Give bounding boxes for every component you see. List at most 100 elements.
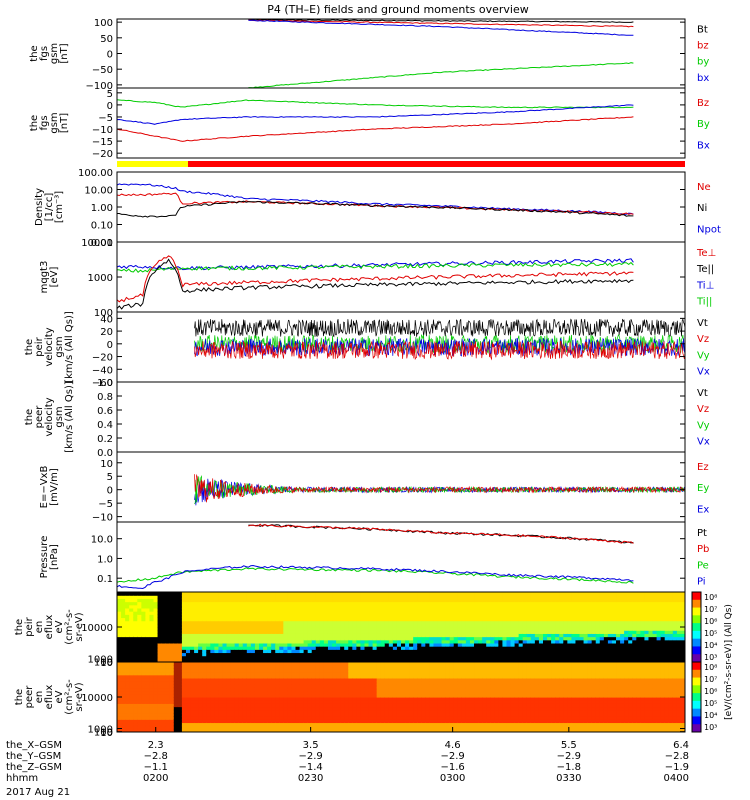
xtick-label-4-0: 6.4 bbox=[673, 740, 689, 751]
colorbar-tick-0-5: 10³ bbox=[704, 653, 717, 662]
series-moms-temp-1 bbox=[117, 261, 634, 274]
ylabel-peer-en-eflux-2: en bbox=[34, 691, 45, 704]
legend-density-2: Npot bbox=[697, 224, 721, 235]
legend-pressure-3: Pi bbox=[697, 577, 706, 588]
legend-fgs-gsm-1-1: bz bbox=[697, 41, 709, 52]
ytick-label-peer-velocity-1: 0.2 bbox=[97, 434, 113, 445]
ytick-label-e-vxb-0: −10 bbox=[92, 513, 113, 524]
ytick-label-moms-temp-1: 1000 bbox=[88, 273, 113, 284]
series-pressure-1 bbox=[248, 523, 634, 544]
x-axis-labels: the_X–GSMthe_Y–GSMthe_Z–GSMhhmm2.3−2.8−1… bbox=[6, 727, 689, 784]
ytick-label-fgs-gsm-2-2: −10 bbox=[92, 125, 113, 136]
series-fgs-gsm-1-3 bbox=[248, 62, 634, 88]
colorbar-tick-1-4: 10⁴ bbox=[704, 711, 717, 720]
ytick-label-fgs-gsm-2-3: −5 bbox=[98, 113, 113, 124]
ylabel-fgs-gsm-1-2: gsm bbox=[49, 43, 60, 64]
ylabel-peer-velocity-1: peer bbox=[34, 405, 45, 429]
legend-pressure-1: Pb bbox=[697, 544, 709, 555]
quality-bar-yellow bbox=[117, 161, 188, 167]
legend-pressure-0: Pt bbox=[697, 528, 707, 539]
legend-moms-temp-3: Ti|| bbox=[696, 297, 712, 308]
ylabel-fgs-gsm-1-0: the bbox=[29, 45, 40, 61]
colorbar-tick-1-0: 10⁸ bbox=[704, 663, 717, 672]
ylabel-fgs-gsm-1-3: [nT] bbox=[59, 43, 70, 63]
xaxis-row-label-1: the_Y–GSM bbox=[6, 751, 61, 762]
colorbar-tick-1-5: 10³ bbox=[704, 723, 717, 732]
legend-e-vxb-2: Ex bbox=[697, 504, 709, 515]
xtick-label-0-1: −2.8 bbox=[144, 751, 168, 762]
xtick-label-2-2: −1.6 bbox=[440, 762, 464, 773]
xaxis-row-label-0: the_X–GSM bbox=[6, 740, 62, 751]
ytick-label-density-3: 10.00 bbox=[84, 186, 113, 197]
ytick-label-peir-en-eflux-2: 1000 bbox=[88, 655, 113, 666]
xaxis-row-label-3: hhmm bbox=[6, 773, 38, 784]
ylabel-density-0: Density bbox=[34, 188, 45, 226]
legend-fgs-gsm-2-2: Bx bbox=[697, 140, 710, 151]
legend-peer-velocity-3: Vx bbox=[697, 437, 710, 448]
panel-e-vxb: −10 −5 0 5 10 E=−VxB [mV/m] Ez Ey Ex bbox=[39, 451, 709, 524]
colorbar-tick-0-0: 10⁸ bbox=[704, 593, 717, 602]
ylabel-peer-en-eflux-0: the bbox=[14, 689, 25, 705]
xtick-label-0-3: 0200 bbox=[143, 773, 168, 784]
ytick-label-peir-velocity-2: −20 bbox=[92, 353, 113, 364]
ytick-label-e-vxb-3: 5 bbox=[107, 472, 113, 483]
ylabel-fgs-gsm-2-0: the bbox=[29, 115, 40, 131]
ylabel-peer-en-eflux-6: sr-eV) bbox=[74, 682, 85, 711]
frame-peer-velocity bbox=[116, 381, 686, 453]
ylabel-peir-en-eflux-1: peir bbox=[24, 616, 35, 636]
ytick-label-moms-temp-2: 10000 bbox=[81, 238, 113, 249]
ylabel-density-1: [1/cc] bbox=[44, 193, 55, 222]
legend-e-vxb-0: Ez bbox=[697, 462, 709, 473]
legend-e-vxb-1: Ey bbox=[697, 483, 709, 494]
ytick-label-peer-en-eflux-1: 100 bbox=[94, 728, 113, 739]
legend-density-0: Ne bbox=[697, 182, 711, 193]
series-density-0 bbox=[117, 183, 634, 215]
series-fgs-gsm-1-1 bbox=[248, 19, 634, 28]
ylabel-peir-velocity-3: gsm bbox=[54, 336, 65, 357]
frame-fgs-gsm-1 bbox=[116, 18, 686, 89]
ytick-label-fgs-gsm-2-4: 0 bbox=[107, 101, 113, 112]
series-moms-temp-3 bbox=[117, 258, 634, 310]
colorbar-label: [eV/(cm²-s-sr-eV)] (All Qs) bbox=[724, 604, 734, 720]
ylabel-peer-velocity-0: the bbox=[24, 409, 35, 425]
series-density-1 bbox=[117, 192, 634, 215]
legend-peer-velocity-1: Vz bbox=[697, 404, 709, 415]
ylabel-peir-velocity-4: [km/s (All Qs)] bbox=[64, 311, 75, 383]
legend-peir-velocity-2: Vy bbox=[697, 350, 710, 361]
spectrogram-peer-en-eflux bbox=[117, 662, 685, 732]
ytick-label-density-0: 0.01 bbox=[91, 238, 113, 249]
ytick-label-density-1: 0.10 bbox=[91, 221, 113, 232]
legend-fgs-gsm-2-0: Bz bbox=[697, 98, 709, 109]
ytick-label-fgs-gsm-2-5: 5 bbox=[107, 89, 113, 100]
legend-peir-velocity-3: Vx bbox=[697, 367, 710, 378]
legend-moms-temp-1: Te|| bbox=[696, 264, 714, 275]
ytick-label-pressure-1: 1.0 bbox=[97, 554, 113, 565]
series-fgs-gsm-2-2 bbox=[117, 116, 634, 142]
ytick-label-peir-velocity-3: 0 bbox=[107, 340, 113, 351]
ylabel-peir-en-eflux-2: en bbox=[34, 621, 45, 634]
ylabel-e-vxb-0: E=−VxB bbox=[39, 466, 50, 509]
ytick-label-e-vxb-2: 0 bbox=[107, 486, 113, 497]
ylabel-peir-velocity-2: velocity bbox=[44, 327, 55, 366]
ylabel-pressure-1: [nPa] bbox=[49, 544, 60, 570]
ylabel-fgs-gsm-2-2: gsm bbox=[49, 112, 60, 133]
ytick-label-peer-velocity-0: 0.0 bbox=[97, 448, 113, 459]
xtick-label-1-2: −1.4 bbox=[298, 762, 322, 773]
legend-pressure-2: Pe bbox=[697, 560, 709, 571]
xtick-label-1-0: 3.5 bbox=[303, 740, 319, 751]
ylabel-peer-en-eflux-3: eflux bbox=[44, 685, 55, 710]
colorbar-0: 10⁸ 10⁷ 10⁶ 10⁵ 10⁴ 10³ bbox=[691, 591, 717, 663]
ytick-label-peer-en-eflux-2: 1000 bbox=[88, 725, 113, 736]
panel-pressure: 0.1 1.0 10.0 Pressure [nPa] Pt Pb Pe Pi bbox=[39, 521, 709, 593]
ytick-label-peir-velocity-1: −40 bbox=[92, 365, 113, 376]
series-moms-temp-2 bbox=[117, 255, 634, 303]
xtick-label-1-3: 0230 bbox=[298, 773, 323, 784]
ylabel-density-2: [cm⁻³] bbox=[54, 191, 65, 223]
series-fgs-gsm-1-0 bbox=[248, 19, 634, 23]
series-fgs-gsm-2-1 bbox=[117, 104, 634, 125]
plot-title: P4 (TH–E) fields and ground moments over… bbox=[267, 3, 529, 16]
legend-fgs-gsm-1-0: Bt bbox=[697, 25, 708, 36]
series-fgs-gsm-2-0 bbox=[117, 99, 634, 109]
